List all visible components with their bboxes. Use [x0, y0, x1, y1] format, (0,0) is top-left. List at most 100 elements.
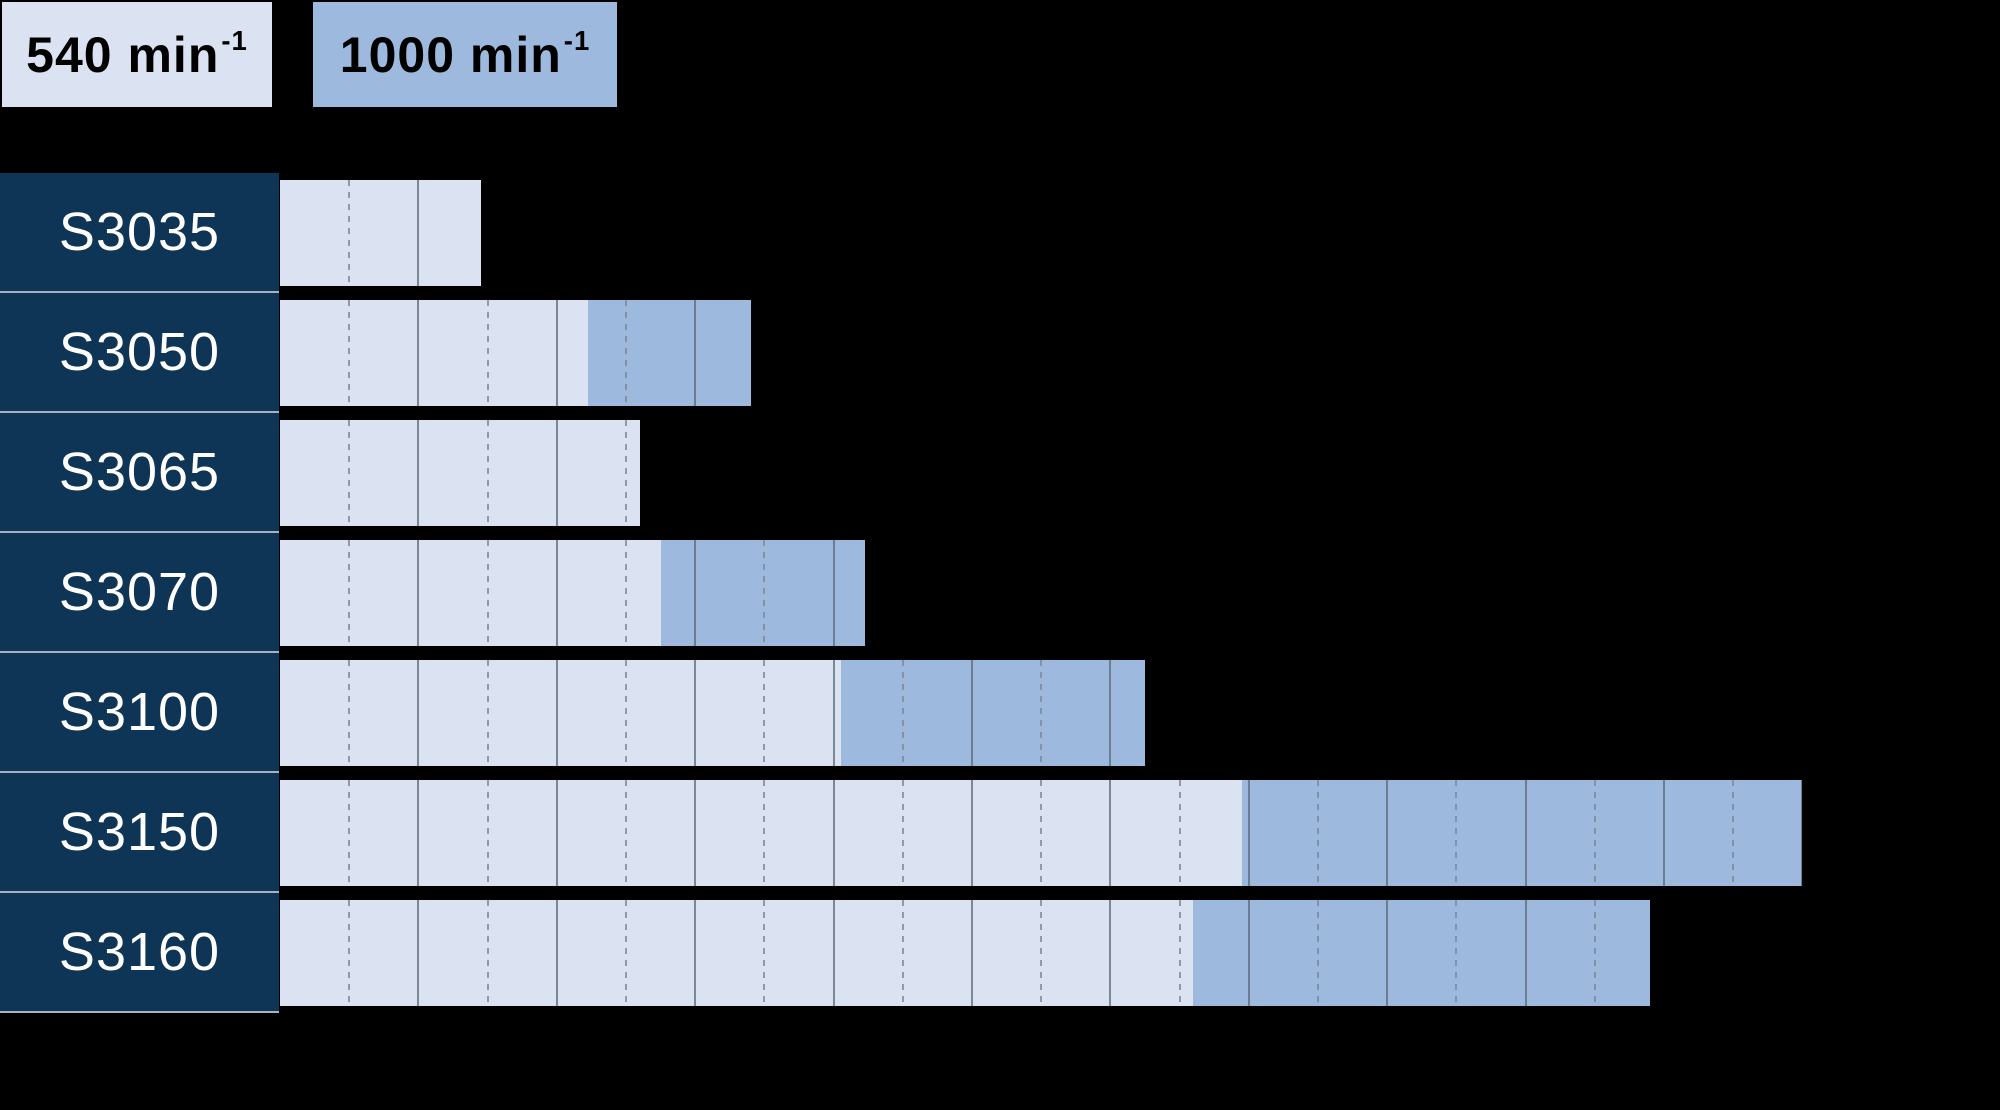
major-gridline: [971, 660, 973, 766]
bar-540-segment: [280, 540, 661, 646]
bar-1000-segment: [1241, 780, 1803, 886]
major-gridline: [832, 780, 835, 886]
chart-row: S3035: [0, 173, 2000, 293]
bar-chart-rows: S3035 S3050 S3065 S3070 S3100 S3150 S3160: [0, 173, 2000, 1013]
major-gridline: [1524, 780, 1527, 886]
bar-540-segment: [280, 660, 841, 766]
minor-gridline: [1593, 780, 1596, 886]
legend-label-1000: 1000 min-1: [339, 24, 591, 83]
bar-s3150: [280, 780, 1803, 886]
major-gridline: [1109, 900, 1112, 1006]
major-gridline: [1247, 780, 1250, 886]
major-gridline: [417, 660, 420, 766]
minor-gridline: [486, 540, 489, 646]
bar-s3070: [280, 540, 865, 646]
chart-row: S3150: [0, 773, 2000, 893]
minor-gridline: [486, 660, 489, 766]
row-label-s3050: S3050: [0, 293, 279, 413]
major-gridline: [1247, 900, 1250, 1006]
legend-label-540: 540 min-1: [26, 24, 248, 83]
bar-540-segment: [280, 780, 1242, 886]
bar-1000-segment: [587, 300, 751, 406]
major-gridline: [417, 180, 420, 286]
minor-gridline: [348, 780, 351, 886]
major-gridline: [1109, 780, 1112, 886]
major-gridline: [555, 780, 558, 886]
major-gridline: [694, 540, 697, 646]
minor-gridline: [901, 780, 904, 886]
row-label-s3070: S3070: [0, 533, 279, 653]
row-label-s3160: S3160: [0, 893, 279, 1013]
minor-gridline: [1317, 780, 1319, 886]
bar-540-segment: [280, 300, 588, 406]
major-gridline: [1386, 900, 1389, 1006]
major-gridline: [971, 780, 973, 886]
major-gridline: [1109, 660, 1112, 766]
minor-gridline: [1317, 900, 1319, 1006]
minor-gridline: [1455, 780, 1458, 886]
major-gridline: [555, 300, 558, 406]
row-label-s3100: S3100: [0, 653, 279, 773]
minor-gridline: [763, 780, 766, 886]
minor-gridline: [486, 780, 489, 886]
major-gridline: [555, 540, 558, 646]
minor-gridline: [486, 900, 489, 1006]
major-gridline: [832, 660, 835, 766]
minor-gridline: [1040, 900, 1043, 1006]
major-gridline: [694, 900, 697, 1006]
major-gridline: [1801, 780, 1803, 886]
major-gridline: [417, 420, 420, 526]
bar-1000-segment: [840, 660, 1145, 766]
minor-gridline: [763, 660, 766, 766]
legend-item-540: 540 min-1: [2, 2, 272, 107]
minor-gridline: [1732, 780, 1735, 886]
bar-s3160: [280, 900, 1651, 1006]
major-gridline: [694, 300, 697, 406]
bar-s3100: [280, 660, 1145, 766]
minor-gridline: [763, 900, 766, 1006]
bar-s3035: [280, 180, 481, 286]
major-gridline: [555, 660, 558, 766]
major-gridline: [971, 900, 973, 1006]
minor-gridline: [625, 540, 627, 646]
minor-gridline: [901, 660, 904, 766]
chart-row: S3050: [0, 293, 2000, 413]
legend-item-1000: 1000 min-1: [313, 2, 617, 107]
minor-gridline: [1178, 780, 1181, 886]
major-gridline: [417, 780, 420, 886]
minor-gridline: [348, 180, 351, 286]
major-gridline: [1663, 780, 1665, 886]
minor-gridline: [348, 900, 351, 1006]
minor-gridline: [348, 540, 351, 646]
bar-s3065: [280, 420, 640, 526]
minor-gridline: [486, 300, 489, 406]
minor-gridline: [348, 660, 351, 766]
bar-1000-segment: [1193, 900, 1651, 1006]
major-gridline: [555, 900, 558, 1006]
minor-gridline: [1178, 900, 1181, 1006]
minor-gridline: [763, 540, 766, 646]
minor-gridline: [625, 660, 627, 766]
major-gridline: [417, 540, 420, 646]
minor-gridline: [625, 420, 627, 526]
minor-gridline: [1040, 780, 1043, 886]
major-gridline: [832, 900, 835, 1006]
minor-gridline: [348, 300, 351, 406]
minor-gridline: [348, 420, 351, 526]
major-gridline: [555, 420, 558, 526]
bar-540-segment: [280, 420, 640, 526]
legend-sup-540: -1: [221, 24, 248, 56]
bar-s3050: [280, 300, 751, 406]
minor-gridline: [625, 300, 627, 406]
chart-row: S3070: [0, 533, 2000, 653]
minor-gridline: [901, 900, 904, 1006]
row-label-s3035: S3035: [0, 173, 279, 293]
major-gridline: [1524, 900, 1527, 1006]
minor-gridline: [486, 420, 489, 526]
chart-row: S3100: [0, 653, 2000, 773]
minor-gridline: [625, 780, 627, 886]
major-gridline: [694, 660, 697, 766]
minor-gridline: [625, 900, 627, 1006]
major-gridline: [417, 900, 420, 1006]
